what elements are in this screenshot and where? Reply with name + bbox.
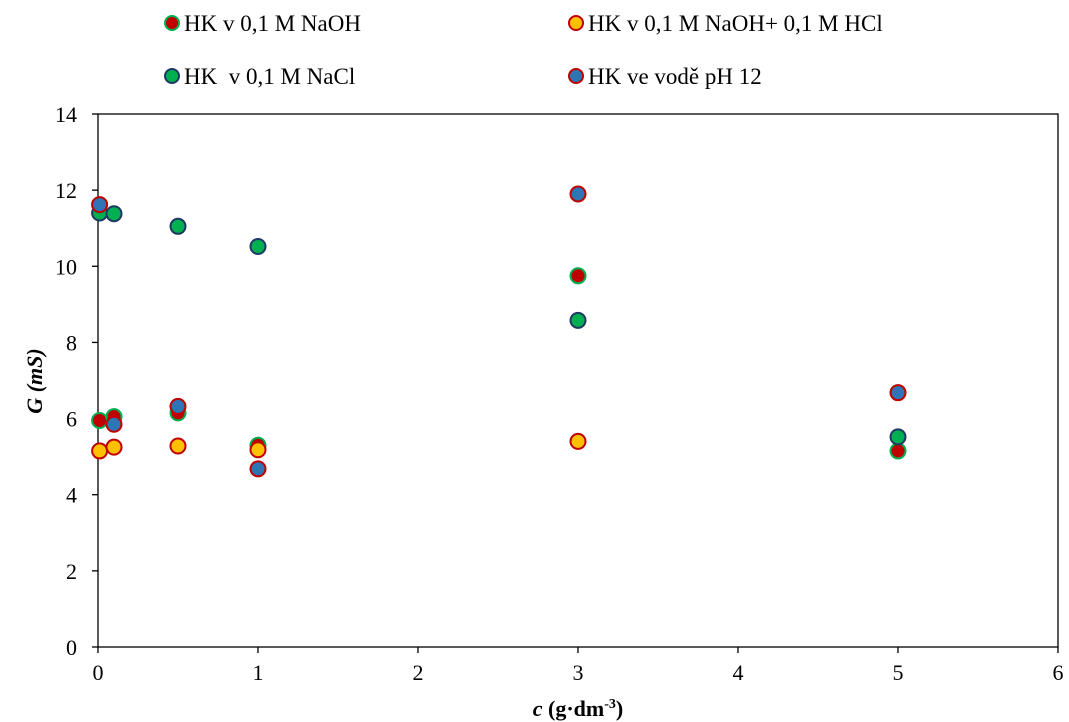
x-tick-label: 6 — [1053, 660, 1064, 685]
data-point — [249, 460, 267, 478]
y-tick-label: 12 — [55, 178, 77, 203]
legend-marker-nacl — [164, 68, 180, 84]
x-axis-title-unit: (g·dm — [543, 696, 605, 721]
legend: HK v 0,1 M NaOH HK v 0,1 M NaOH+ 0,1 M H… — [164, 11, 883, 89]
data-point — [91, 196, 109, 214]
data-point — [91, 442, 109, 460]
legend-marker-naoh-hcl — [568, 15, 584, 31]
y-tick-label: 2 — [66, 559, 77, 584]
legend-label-naoh: HK v 0,1 M NaOH — [184, 11, 361, 36]
y-axis-title-unit: (mS) — [22, 348, 47, 398]
legend-label-ph12: HK ve vodě pH 12 — [588, 64, 762, 89]
data-point — [889, 384, 907, 402]
y-tick-label: 8 — [66, 330, 77, 355]
data-point — [569, 432, 587, 450]
x-axis-title-exponent: -3 — [604, 697, 616, 712]
data-points — [91, 185, 907, 478]
y-axis-title: G (mS) — [22, 348, 47, 413]
legend-label-naoh-hcl: HK v 0,1 M NaOH+ 0,1 M HCl — [588, 11, 883, 36]
x-axis-title-close: ) — [616, 696, 623, 721]
data-point — [249, 237, 267, 255]
y-tick-label: 10 — [55, 254, 77, 279]
x-tick-label: 5 — [893, 660, 904, 685]
y-tick-label: 0 — [66, 635, 77, 660]
y-axis-title-main: G — [22, 398, 47, 414]
data-point — [169, 397, 187, 415]
data-point — [249, 441, 267, 459]
data-point — [91, 411, 109, 429]
data-point — [105, 205, 123, 223]
data-point — [105, 438, 123, 456]
data-point — [569, 311, 587, 329]
x-tick-label: 2 — [413, 660, 424, 685]
legend-item-nacl: HK v 0,1 M NaCl — [164, 64, 355, 89]
data-point — [169, 217, 187, 235]
x-tick-label: 4 — [733, 660, 744, 685]
y-tick-label: 14 — [55, 102, 77, 127]
legend-item-ph12: HK ve vodě pH 12 — [568, 64, 762, 89]
data-point — [569, 267, 587, 285]
x-axis-title-main: c — [533, 696, 543, 721]
data-point — [569, 185, 587, 203]
x-axis-title: c (g·dm-3) — [533, 696, 624, 721]
x-tick-label: 1 — [253, 660, 264, 685]
legend-item-naoh-hcl: HK v 0,1 M NaOH+ 0,1 M HCl — [568, 11, 883, 36]
legend-marker-naoh — [164, 15, 180, 31]
y-tick-label: 6 — [66, 407, 77, 432]
data-point — [889, 428, 907, 446]
data-point — [889, 442, 907, 460]
data-point — [169, 437, 187, 455]
y-tick-label: 4 — [66, 483, 77, 508]
legend-marker-ph12 — [568, 68, 584, 84]
x-tick-label: 0 — [93, 660, 104, 685]
legend-item-naoh: HK v 0,1 M NaOH — [164, 11, 361, 36]
legend-label-nacl: HK v 0,1 M NaCl — [184, 64, 355, 89]
x-tick-label: 3 — [573, 660, 584, 685]
data-point — [105, 415, 123, 433]
